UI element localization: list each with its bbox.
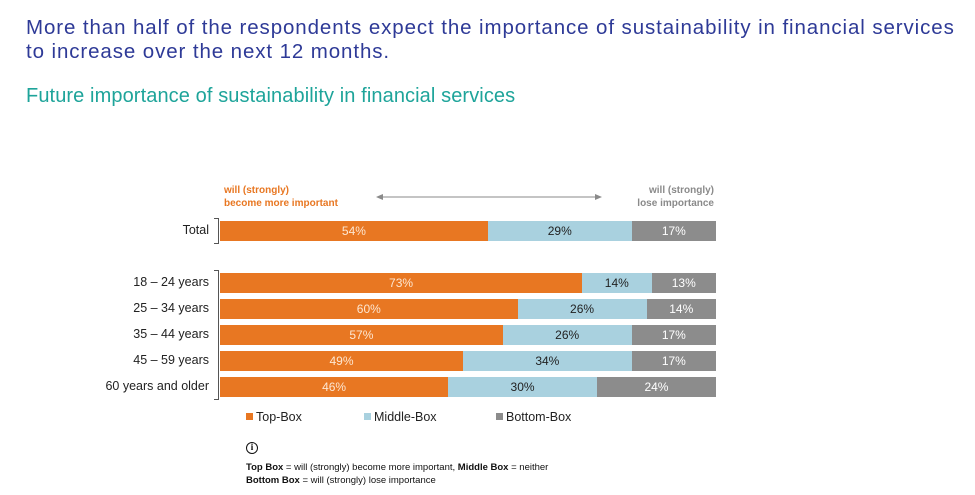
axis-bracket-tick-0-0	[214, 218, 219, 219]
bar-row-35-44-years: 57% 26% 17%	[220, 325, 716, 345]
scale-header-left-line2: become more important	[224, 198, 338, 209]
axis-bracket-tick-0-1	[214, 243, 219, 244]
axis-bracket-tick-1-0	[214, 270, 219, 271]
legend-label-bottom-box: Bottom-Box	[506, 410, 572, 424]
footnote-top-term: Top Box	[246, 462, 284, 473]
bar-segment-top-box: 60%	[220, 299, 518, 319]
footnote-bottom-def: = will (strongly) lose importance	[299, 475, 436, 486]
bar-segment-bottom-box: 17%	[631, 325, 716, 345]
bar-row-45-59-years: 49% 34% 17%	[220, 351, 716, 371]
bar-segment-top-box: 57%	[220, 325, 503, 345]
bar-segment-bottom-box: 17%	[631, 221, 716, 241]
bar-segment-middle-box: 34%	[463, 351, 632, 371]
bar-row-18-24-years: 73% 14% 13%	[220, 273, 716, 293]
legend-item-bottom-box: Bottom-Box	[496, 410, 571, 424]
scale-header-left-line1: will (strongly)	[224, 185, 289, 196]
category-label-18-24-years: 18 – 24 years	[133, 275, 209, 289]
info-icon: i	[246, 442, 258, 454]
bar-segment-bottom-box: 24%	[596, 377, 716, 397]
legend-swatch-top-box	[246, 413, 253, 420]
bar-segment-middle-box: 26%	[502, 325, 632, 345]
bar-segment-top-box: 73%	[220, 273, 583, 293]
chart-title: Future importance of sustainability in f…	[26, 85, 516, 107]
bar-row-25-34-years: 60% 26% 14%	[220, 299, 716, 319]
double-arrow-icon	[376, 194, 602, 200]
legend-item-top-box: Top-Box	[246, 410, 302, 424]
bar-segment-middle-box: 30%	[448, 377, 597, 397]
scale-header-right-line1: will (strongly)	[649, 185, 714, 196]
bar-segment-middle-box: 29%	[487, 221, 632, 241]
footnote-middle-term: Middle Box	[457, 462, 509, 473]
footnote-middle-def: = neither	[508, 462, 549, 473]
category-label-45-59-years: 45 – 59 years	[133, 353, 209, 367]
axis-bracket-0	[218, 218, 219, 244]
category-label-25-34-years: 25 – 34 years	[133, 301, 209, 315]
category-label-60-years-and-older: 60 years and older	[105, 379, 209, 393]
scale-header-left: will (strongly) become more important	[224, 184, 338, 210]
bar-row-60-years-and-older: 46% 30% 24%	[220, 377, 716, 397]
footnote-line2: Bottom Box = will (strongly) lose import…	[246, 474, 548, 487]
footnote-line1: Top Box = will (strongly) become more im…	[246, 461, 548, 474]
axis-bracket-tick-1-1	[214, 399, 219, 400]
scale-header-right: will (strongly) lose importance	[637, 184, 714, 210]
bar-segment-bottom-box: 14%	[646, 299, 716, 319]
footnote-top-def: = will (strongly) become more important,	[283, 462, 458, 473]
legend-swatch-bottom-box	[496, 413, 503, 420]
footnote-bottom-term: Bottom Box	[246, 475, 300, 486]
legend-item-middle-box: Middle-Box	[364, 410, 437, 424]
category-label-35-44-years: 35 – 44 years	[133, 327, 209, 341]
bar-segment-bottom-box: 13%	[651, 273, 716, 293]
bar-segment-middle-box: 14%	[582, 273, 652, 293]
axis-bracket-1	[218, 270, 219, 400]
legend-label-top-box: Top-Box	[256, 410, 302, 424]
bar-segment-middle-box: 26%	[517, 299, 647, 319]
bar-segment-top-box: 46%	[220, 377, 449, 397]
bar-segment-top-box: 54%	[220, 221, 488, 241]
legend-swatch-middle-box	[364, 413, 371, 420]
bar-segment-bottom-box: 17%	[631, 351, 716, 371]
legend-label-middle-box: Middle-Box	[374, 410, 437, 424]
scale-header-right-line2: lose importance	[637, 198, 714, 209]
headline: More than half of the respondents expect…	[26, 16, 955, 63]
footnote: Top Box = will (strongly) become more im…	[246, 461, 548, 487]
category-label-total: Total	[182, 223, 209, 237]
bar-row-total: 54% 29% 17%	[220, 221, 716, 241]
bar-segment-top-box: 49%	[220, 351, 464, 371]
